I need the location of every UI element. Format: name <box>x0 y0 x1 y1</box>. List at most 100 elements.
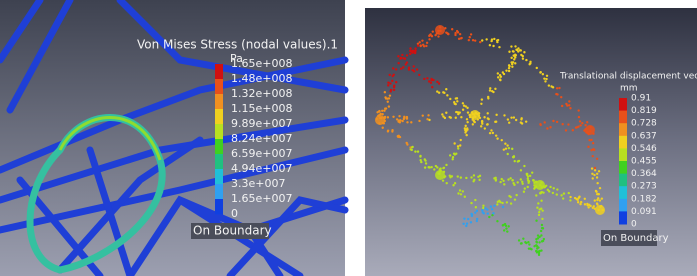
point <box>490 129 492 131</box>
point <box>431 86 433 88</box>
point <box>424 158 426 160</box>
point <box>411 149 413 151</box>
point <box>593 174 595 176</box>
point <box>512 156 514 158</box>
point <box>535 220 537 222</box>
legend-swatch <box>215 139 223 155</box>
point <box>420 44 422 46</box>
point <box>572 129 574 131</box>
point <box>549 186 551 188</box>
point <box>406 121 408 123</box>
point <box>452 156 454 158</box>
point <box>523 51 525 53</box>
point <box>489 44 491 46</box>
point <box>399 121 401 123</box>
point <box>506 230 508 232</box>
point <box>528 243 530 245</box>
point <box>593 205 595 207</box>
point <box>502 224 504 226</box>
point <box>456 97 458 99</box>
point <box>529 175 531 177</box>
point <box>595 190 597 192</box>
point <box>472 123 474 125</box>
point <box>514 62 516 64</box>
point <box>529 248 531 250</box>
point <box>457 147 459 149</box>
legend-swatch <box>215 94 223 110</box>
point <box>456 100 458 102</box>
point <box>563 192 565 194</box>
point <box>581 122 583 124</box>
point <box>414 47 416 49</box>
point <box>459 189 461 191</box>
point <box>480 125 482 127</box>
point <box>387 84 389 86</box>
point <box>460 139 462 141</box>
point <box>484 127 486 129</box>
point <box>423 78 425 80</box>
point <box>442 167 444 169</box>
point <box>391 80 393 82</box>
point <box>505 227 507 229</box>
point <box>421 39 423 41</box>
point <box>502 206 504 208</box>
point <box>414 52 416 54</box>
point <box>587 146 589 148</box>
point <box>579 120 581 122</box>
point <box>404 58 406 60</box>
screenshot: Von Mises Stress (nodal values).1Pa1.65e… <box>0 0 697 276</box>
point <box>597 197 599 199</box>
point <box>385 107 387 109</box>
legend-label: 1.32e+008 <box>231 87 292 100</box>
point <box>491 38 493 40</box>
point <box>549 126 551 128</box>
point <box>496 203 498 205</box>
legend-label: 0.273 <box>631 182 657 192</box>
point <box>518 239 520 241</box>
point <box>568 104 570 106</box>
point <box>508 122 510 124</box>
point <box>496 41 498 43</box>
legend-unit: mm <box>620 84 638 94</box>
node <box>535 180 545 190</box>
legend-label: 0.546 <box>631 144 657 154</box>
point <box>587 206 589 208</box>
point <box>558 87 560 89</box>
point <box>548 84 550 86</box>
point <box>474 199 476 201</box>
point <box>462 102 464 104</box>
point <box>445 88 447 90</box>
point <box>493 205 495 207</box>
point <box>496 137 498 139</box>
point <box>420 161 422 163</box>
point <box>395 68 397 70</box>
point <box>442 91 444 93</box>
point <box>465 105 467 107</box>
point <box>515 54 517 56</box>
point <box>540 249 542 251</box>
point <box>536 207 538 209</box>
point <box>465 225 467 227</box>
point <box>427 114 429 116</box>
point <box>465 125 467 127</box>
point <box>503 183 505 185</box>
legend-label: 0.819 <box>631 106 657 116</box>
point <box>401 120 403 122</box>
point <box>489 87 491 89</box>
point <box>494 177 496 179</box>
point <box>577 201 579 203</box>
point <box>552 120 554 122</box>
point <box>540 230 542 232</box>
point <box>455 153 457 155</box>
point <box>482 205 484 207</box>
point <box>537 237 539 239</box>
point <box>492 132 494 134</box>
point <box>598 170 600 172</box>
legend-label: 0.091 <box>631 207 657 217</box>
point <box>520 178 522 180</box>
point <box>542 227 544 229</box>
point <box>460 176 462 178</box>
point <box>499 78 501 80</box>
point <box>492 212 494 214</box>
point <box>508 65 510 67</box>
